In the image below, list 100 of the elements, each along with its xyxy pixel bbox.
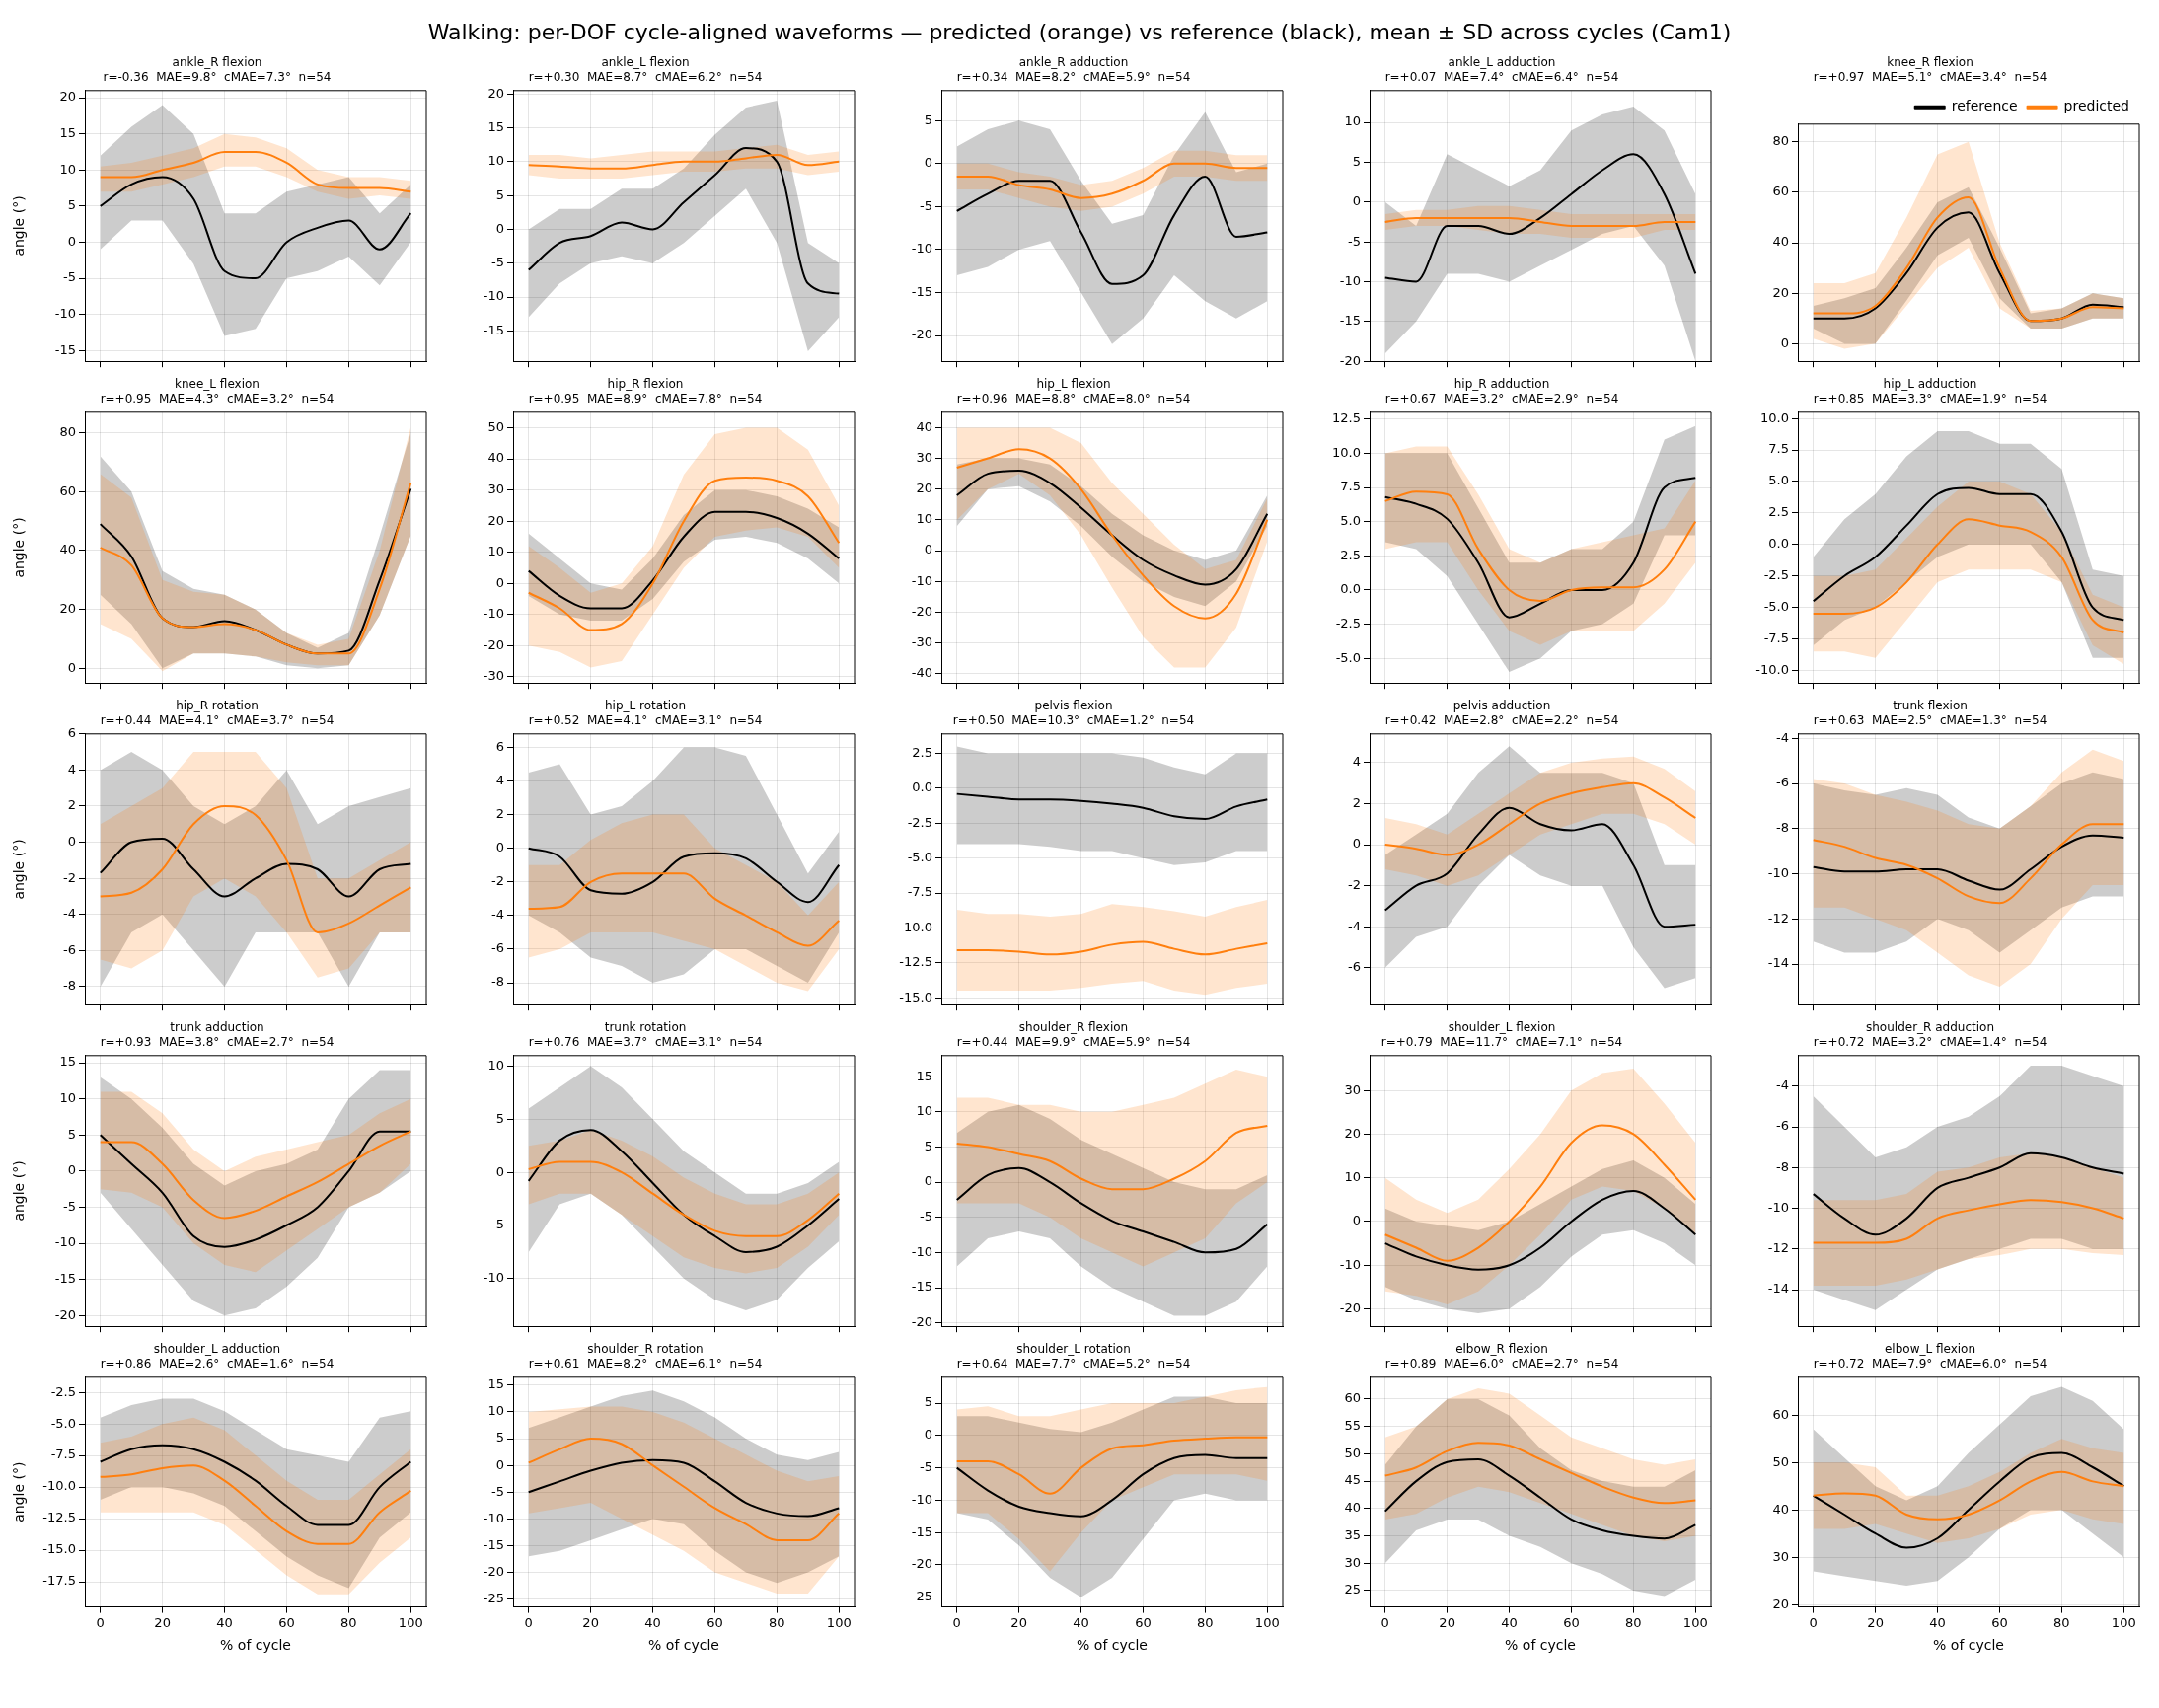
y-tick-label: -10 bbox=[911, 572, 932, 588]
y-tick-label: -40 bbox=[911, 665, 932, 681]
y-tick-label: 0 bbox=[1780, 334, 1789, 350]
chart-subtitle: r=+0.50 MAE=10.3° cMAE=1.2° n=54 bbox=[952, 712, 1195, 727]
y-tick-label: -15 bbox=[54, 1271, 76, 1287]
x-tick-label: 0 bbox=[1380, 1614, 1389, 1630]
y-tick-label: 15 bbox=[487, 118, 504, 134]
chart-title: shoulder_R flexion bbox=[1018, 1020, 1129, 1035]
chart-title: trunk adduction bbox=[170, 1020, 264, 1035]
y-tick-label: -10 bbox=[483, 1510, 504, 1525]
y-tick-label: 0 bbox=[67, 233, 76, 249]
line-series bbox=[99, 837, 412, 898]
y-tick-label: 20 bbox=[1772, 284, 1789, 300]
y-axis-title: angle (°) bbox=[11, 1461, 28, 1522]
chart-title: hip_L adduction bbox=[1883, 377, 1977, 392]
y-tick-label: 80 bbox=[59, 424, 76, 440]
y-tick-label: 80 bbox=[1772, 133, 1789, 149]
y-tick-label: 4 bbox=[1352, 754, 1361, 770]
y-tick-label: -6 bbox=[1348, 959, 1361, 975]
y-tick-label: 10.0 bbox=[1332, 444, 1361, 460]
chart-subtitle: r=+0.72 MAE=3.2° cMAE=1.4° n=54 bbox=[1813, 1034, 2047, 1049]
x-tick-label: 80 bbox=[1197, 1614, 1214, 1630]
y-tick-label: 0 bbox=[495, 840, 504, 855]
chart-subtitle: r=+0.42 MAE=2.8° cMAE=2.2° n=54 bbox=[1384, 712, 1619, 727]
y-tick-label: -10.0 bbox=[1755, 661, 1789, 677]
y-tick-label: -30 bbox=[911, 634, 932, 650]
y-tick-label: 35 bbox=[1344, 1526, 1361, 1542]
chart-subtitle: r=+0.97 MAE=5.1° cMAE=3.4° n=54 bbox=[1813, 69, 2047, 84]
y-tick-label: 30 bbox=[1344, 1081, 1361, 1097]
chart-subtitle: r=+0.44 MAE=9.9° cMAE=5.9° n=54 bbox=[956, 1034, 1191, 1049]
y-tick-label: 10 bbox=[1344, 1169, 1361, 1185]
y-tick-label: -17.5 bbox=[42, 1573, 76, 1589]
y-tick-label: 0 bbox=[495, 220, 504, 236]
x-tick-label: 20 bbox=[1439, 1614, 1455, 1630]
line-series bbox=[955, 792, 1269, 821]
y-tick-label: 5 bbox=[495, 186, 504, 202]
y-tick-label: 10 bbox=[59, 161, 76, 177]
y-tick-label: 5 bbox=[1352, 153, 1361, 169]
y-tick-label: 40 bbox=[1344, 1500, 1361, 1516]
y-tick-label: 20 bbox=[59, 601, 76, 617]
y-tick-label: -2.5 bbox=[50, 1383, 76, 1399]
x-tick-label: 20 bbox=[1867, 1614, 1884, 1630]
chart-title: ankle_L adduction bbox=[1448, 55, 1556, 70]
y-tick-label: -5 bbox=[920, 197, 932, 213]
line-series bbox=[955, 470, 1269, 586]
y-tick-label: 4 bbox=[67, 761, 76, 777]
y-tick-label: -5 bbox=[63, 1198, 76, 1214]
y-tick-label: -2 bbox=[491, 873, 504, 889]
y-tick-label: -7.5 bbox=[50, 1447, 76, 1462]
line-series bbox=[955, 1453, 1269, 1518]
y-tick-label: 0 bbox=[924, 155, 932, 171]
y-tick-label: 10 bbox=[487, 1403, 504, 1419]
y-tick-label: -10 bbox=[1339, 272, 1361, 288]
x-tick-label: 100 bbox=[1254, 1614, 1280, 1630]
y-tick-label: 45 bbox=[1344, 1472, 1361, 1488]
x-tick-label: 20 bbox=[154, 1614, 171, 1630]
line-series bbox=[1812, 486, 2125, 622]
y-tick-label: -10 bbox=[54, 306, 76, 322]
y-tick-label: 12.5 bbox=[1332, 410, 1361, 426]
y-tick-label: -5.0 bbox=[1335, 649, 1361, 665]
y-tick-label: -20 bbox=[911, 327, 932, 342]
x-tick-label: 0 bbox=[96, 1614, 105, 1630]
y-tick-label: 55 bbox=[1344, 1418, 1361, 1434]
y-tick-label: -7.5 bbox=[1763, 630, 1789, 645]
y-tick-label: 6 bbox=[67, 725, 76, 741]
y-tick-label: -15 bbox=[911, 283, 932, 299]
line-series bbox=[527, 477, 841, 631]
y-tick-label: -20 bbox=[1339, 352, 1361, 368]
y-tick-label: 5 bbox=[924, 111, 932, 127]
y-tick-label: -7.5 bbox=[907, 884, 932, 900]
chart-subtitle: r=+0.63 MAE=2.5° cMAE=1.3° n=54 bbox=[1813, 712, 2047, 727]
line-series bbox=[527, 847, 841, 904]
y-tick-label: -10.0 bbox=[899, 919, 932, 934]
x-axis-title: % of cycle bbox=[1077, 1637, 1148, 1654]
line-series bbox=[99, 151, 412, 193]
y-tick-label: 20 bbox=[1772, 1596, 1789, 1611]
y-tick-label: -4 bbox=[1776, 729, 1789, 745]
y-tick-label: -10 bbox=[483, 288, 504, 304]
line-series bbox=[1383, 1457, 1697, 1540]
line-series bbox=[99, 1444, 412, 1526]
y-tick-label: 5.0 bbox=[1340, 513, 1361, 529]
y-tick-label: -5 bbox=[920, 1458, 932, 1474]
y-tick-label: 2.5 bbox=[1768, 504, 1789, 520]
x-tick-label: 100 bbox=[2111, 1614, 2136, 1630]
chart-subtitle: r=+0.76 MAE=3.7° cMAE=3.1° n=54 bbox=[528, 1034, 763, 1049]
y-axis-title: angle (°) bbox=[11, 1160, 28, 1222]
y-tick-label: -12.5 bbox=[42, 1510, 76, 1525]
y-tick-label: 40 bbox=[59, 542, 76, 557]
y-tick-label: -20 bbox=[54, 1306, 76, 1322]
chart-title: hip_R flexion bbox=[607, 377, 684, 392]
y-tick-label: -5.0 bbox=[1763, 599, 1789, 614]
x-axis-title: % of cycle bbox=[1505, 1637, 1576, 1654]
x-tick-label: 20 bbox=[582, 1614, 599, 1630]
y-tick-label: 20 bbox=[916, 481, 932, 496]
y-axis-title: angle (°) bbox=[11, 839, 28, 900]
line-series bbox=[1383, 781, 1697, 856]
chart-subtitle: r=+0.79 MAE=11.7° cMAE=7.1° n=54 bbox=[1380, 1034, 1623, 1049]
x-tick-label: 0 bbox=[952, 1614, 961, 1630]
chart-title: hip_R rotation bbox=[176, 699, 259, 713]
y-tick-label: 0 bbox=[1352, 193, 1361, 209]
